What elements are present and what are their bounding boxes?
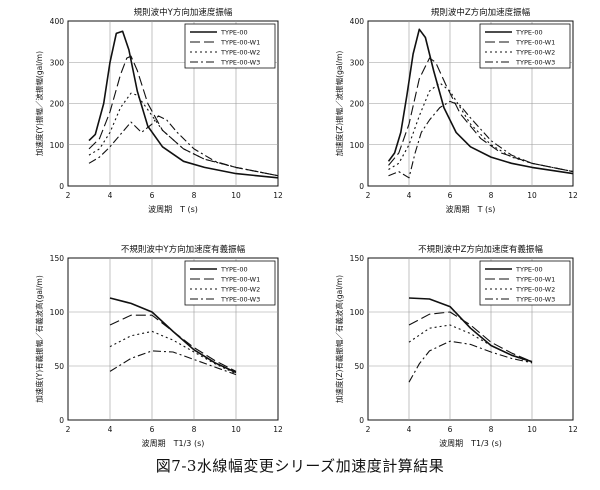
chart-title: 規則波中Z方向加速度振幅 [431,7,531,18]
series-line-3 [388,82,573,173]
legend-label-3: TYPE-00-W2 [515,286,555,294]
legend-label-1: TYPE-00 [220,29,248,37]
legend-label-4: TYPE-00-W3 [515,296,555,304]
y-axis-label: 加速度(Z)振幅／波振幅(gal/m) [334,51,344,157]
legend-label-3: TYPE-00-W2 [220,286,260,294]
x-tick-label: 8 [489,425,494,434]
x-tick-label: 6 [150,425,155,434]
chart-title: 規則波中Y方向加速度振幅 [134,7,233,18]
legend: TYPE-00 TYPE-00-W1 TYPE-00-W2 TYPE-00-W3 [479,260,571,306]
legend-label-3: TYPE-00-W2 [515,49,555,57]
series-line-1 [387,28,573,175]
y-tick-label: 100 [50,308,65,317]
y-tick-label: 0 [59,182,64,191]
x-tick-label: 8 [192,425,197,434]
legend: TYPE-00 TYPE-00-W1 TYPE-00-W2 TYPE-00-W3 [184,260,276,306]
y-tick-label: 0 [359,182,364,191]
x-tick-label: 6 [448,191,453,200]
y-tick-label: 300 [50,58,65,67]
legend: TYPE-00 TYPE-00-W1 TYPE-00-W2 TYPE-00-W3 [184,23,276,69]
y-tick-label: 150 [350,254,365,263]
chart-title: 不規則波中Y方向加速度有義振幅 [121,244,246,255]
x-tick-label: 12 [568,191,578,200]
plot-frame [367,257,574,421]
legend-label-1: TYPE-00 [515,266,543,274]
legend-label-4: TYPE-00-W3 [515,59,555,67]
legend-label-2: TYPE-00-W1 [220,276,260,284]
x-tick-label: 2 [366,191,371,200]
series-line-4 [88,115,278,177]
series-line-2 [408,311,533,363]
x-axis-label: 波周期 T (s) [148,204,198,214]
series-line-1 [109,297,237,374]
x-tick-label: 8 [489,191,494,200]
y-axis-label: 加速度(Y)振幅／波振幅(gal/m) [34,51,44,156]
legend-label-4: TYPE-00-W3 [220,59,260,67]
y-tick-label: 100 [50,141,65,150]
legend-label-1: TYPE-00 [220,266,248,274]
legend-label-1: TYPE-00 [515,29,543,37]
y-tick-label: 50 [54,362,64,371]
x-axis-label: 波周期 T1/3 (s) [142,438,205,448]
legend-box [184,23,276,69]
y-tick-label: 0 [359,416,364,425]
series-line-1 [408,297,533,363]
x-axis-label: 波周期 T (s) [446,204,496,214]
legend-label-4: TYPE-00-W3 [220,296,260,304]
x-tick-label: 10 [231,191,241,200]
legend: TYPE-00 TYPE-00-W1 TYPE-00-W2 TYPE-00-W3 [479,23,571,69]
x-tick-label: 2 [66,191,71,200]
y-tick-label: 400 [350,17,365,26]
chart-title: 不規則波中Z方向加速度有義振幅 [418,244,543,255]
x-tick-label: 2 [366,425,371,434]
x-tick-label: 6 [448,425,453,434]
x-tick-label: 10 [231,425,241,434]
x-tick-label: 10 [527,425,537,434]
series-line-1 [88,30,278,179]
y-tick-label: 150 [50,254,65,263]
series-line-2 [109,314,237,372]
y-tick-label: 100 [350,308,365,317]
series-line-4 [109,350,237,376]
legend-label-2: TYPE-00-W1 [220,39,260,47]
x-tick-label: 6 [150,191,155,200]
y-axis-label: 加速度(Z)有義振幅／有義波高(gal/m) [334,275,344,403]
x-tick-label: 4 [407,425,412,434]
series-line-4 [388,100,573,179]
x-axis-label: 波周期 T1/3 (s) [439,438,502,448]
series-line-2 [388,57,573,173]
plot-frame [67,257,279,421]
x-tick-label: 2 [66,425,71,434]
y-axis-label: 加速度(Y)有義振幅／有義波高(gal/m) [34,275,44,403]
y-tick-label: 100 [350,141,365,150]
y-tick-label: 0 [59,416,64,425]
legend-label-2: TYPE-00-W1 [515,276,555,284]
series-line-3 [88,92,278,177]
x-tick-label: 12 [273,425,283,434]
x-tick-label: 4 [108,425,113,434]
legend-label-3: TYPE-00-W2 [220,49,260,57]
x-tick-label: 8 [192,191,197,200]
x-tick-label: 4 [407,191,412,200]
series-line-3 [109,330,237,375]
figure-caption: 図7-3水線幅変更シリーズ加速度計算結果 [155,457,445,475]
y-tick-label: 200 [50,100,65,109]
series-line-2 [88,55,278,177]
y-tick-label: 400 [50,17,65,26]
legend-label-2: TYPE-00-W1 [515,39,555,47]
x-tick-label: 10 [527,191,537,200]
y-tick-label: 50 [354,362,364,371]
y-tick-label: 200 [350,100,365,109]
x-tick-label: 12 [568,425,578,434]
series-line-4 [408,340,533,383]
x-tick-label: 4 [108,191,113,200]
y-tick-label: 300 [350,58,365,67]
x-tick-label: 12 [273,191,283,200]
